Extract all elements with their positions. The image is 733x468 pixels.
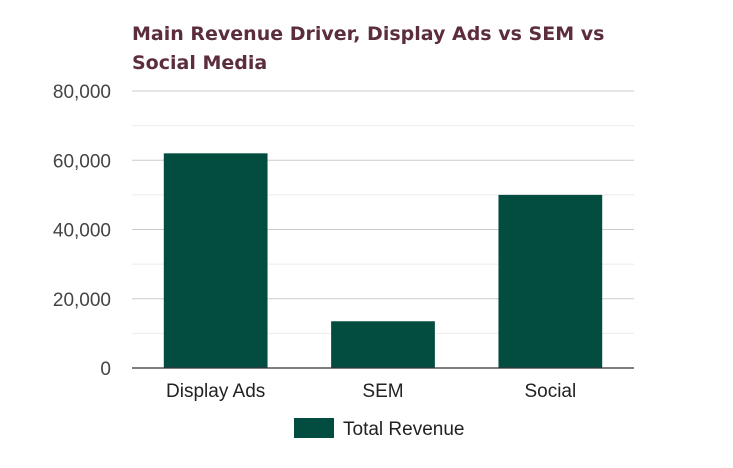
- bars: [163, 153, 603, 368]
- bar[interactable]: [163, 153, 268, 368]
- x-tick-label: Social: [524, 381, 576, 402]
- legend-label: Total Revenue: [343, 419, 464, 440]
- x-tick-label: Display Ads: [166, 381, 265, 402]
- bar[interactable]: [498, 194, 603, 368]
- y-tick-label: 80,000: [53, 82, 111, 103]
- chart-title: Main Revenue Driver, Display Ads vs SEM …: [132, 23, 605, 74]
- y-tick-label: 20,000: [53, 290, 111, 311]
- bar[interactable]: [331, 321, 435, 368]
- x-axis-labels: Display Ads SEM Social: [166, 381, 576, 402]
- y-tick-label: 0: [100, 359, 111, 380]
- y-tick-label: 60,000: [53, 151, 111, 172]
- legend[interactable]: Total Revenue: [294, 418, 464, 440]
- y-tick-label: 40,000: [53, 221, 111, 242]
- x-tick-label: SEM: [362, 381, 403, 402]
- y-axis-ticks: 0 20,000 40,000 60,000 80,000: [53, 82, 111, 380]
- legend-swatch: [294, 418, 334, 438]
